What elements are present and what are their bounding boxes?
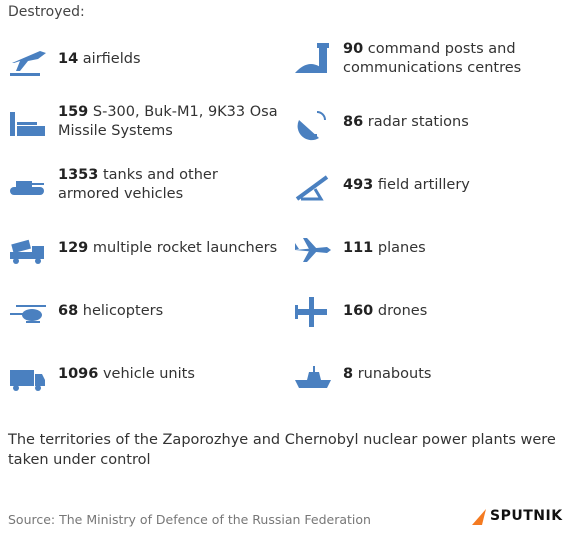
item-icon (10, 181, 44, 195)
title: Destroyed: (8, 4, 85, 20)
item-text: 1096 vehicle units (58, 349, 278, 399)
item-count: 111 (343, 239, 374, 256)
item: 129 multiple rocket launchers (8, 223, 278, 273)
item-text: 160 drones (343, 286, 563, 336)
item-icon (10, 305, 46, 323)
item-text: 159 S-300, Buk-M1, 9K33 Osa Missile Syst… (58, 97, 278, 147)
item-icon (295, 297, 327, 327)
item-icon (295, 43, 329, 73)
item-icon (10, 51, 46, 76)
item-text: 90 command posts and communications cent… (343, 34, 563, 84)
item-count: 1353 (58, 167, 99, 183)
item-text: 68 helicopters (58, 286, 278, 336)
item-label: drones (377, 302, 428, 319)
logo-text: SPUTNIK (490, 508, 563, 524)
item: 111 planes (293, 223, 563, 273)
item: 1096 vehicle units (8, 349, 278, 399)
item: 159 S-300, Buk-M1, 9K33 Osa Missile Syst… (8, 97, 278, 147)
source: Source: The Ministry of Defence of the R… (8, 512, 371, 527)
item-text: 14 airfields (58, 34, 278, 84)
logo: SPUTNIK (470, 506, 565, 528)
item-label: helicopters (82, 302, 164, 319)
note: The territories of the Zaporozhye and Ch… (8, 432, 556, 468)
item: 160 drones (293, 286, 563, 336)
item: 86 radar stations (293, 97, 563, 147)
item-label: airfields (82, 50, 141, 67)
logo-mark (472, 509, 486, 525)
item-label: planes (377, 239, 426, 256)
item: 90 command posts and communications cent… (293, 34, 563, 84)
item-label: vehicle units (102, 365, 195, 382)
item-label: multiple rocket launchers (92, 239, 278, 256)
item-count: 86 (343, 113, 364, 130)
item-icon (295, 175, 329, 201)
item-label: radar stations (367, 113, 469, 130)
item: 1353 tanks and other armored vehicles (8, 160, 278, 210)
item-text: 493 field artillery (343, 160, 563, 210)
item-icon (10, 370, 45, 391)
item-label: tanks and other armored vehicles (58, 167, 218, 202)
item-count: 90 (343, 41, 364, 57)
item: 8 runabouts (293, 349, 563, 399)
item: 14 airfields (8, 34, 278, 84)
item-count: 68 (58, 302, 79, 319)
item-label: runabouts (357, 365, 432, 382)
item: 68 helicopters (8, 286, 278, 336)
item-icon (295, 238, 331, 262)
item-text: 111 planes (343, 223, 563, 273)
item-count: 129 (58, 239, 89, 256)
item-label: field artillery (377, 176, 470, 193)
item-count: 160 (343, 302, 374, 319)
item-count: 14 (58, 50, 79, 67)
item-icon (297, 111, 326, 141)
item-icon (10, 112, 45, 136)
item: 493 field artillery (293, 160, 563, 210)
item-label: command posts and communications centres (343, 41, 522, 76)
item-count: 493 (343, 176, 374, 193)
item-text: 1353 tanks and other armored vehicles (58, 160, 278, 210)
item-text: 8 runabouts (343, 349, 563, 399)
item-text: 129 multiple rocket launchers (58, 223, 278, 273)
item-icon (295, 366, 331, 388)
item-icon (10, 239, 44, 264)
item-label: S-300, Buk-M1, 9K33 Osa Missile Systems (58, 104, 278, 139)
item-count: 159 (58, 104, 89, 120)
item-count: 1096 (58, 365, 99, 382)
item-text: 86 radar stations (343, 97, 563, 147)
item-count: 8 (343, 365, 354, 382)
